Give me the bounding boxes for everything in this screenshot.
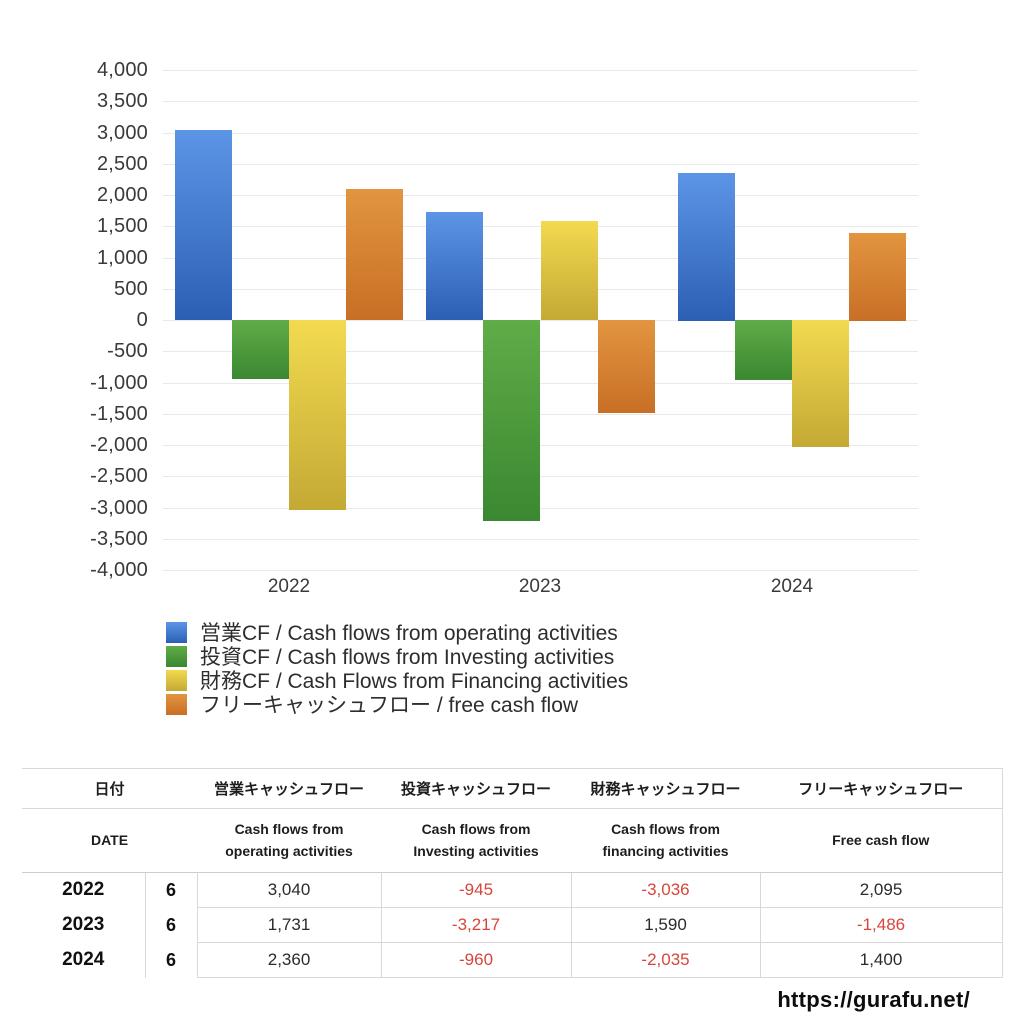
y-axis-tick: 500 xyxy=(114,278,148,300)
gridline xyxy=(163,133,918,134)
cashflow-table: 日付 営業キャッシュフロー 投資キャッシュフロー 財務キャッシュフロー フリーキ… xyxy=(22,768,1003,978)
bar-series2-2022 xyxy=(289,320,346,510)
table-row: 2023 6 1,731 -3,217 1,590 -1,486 xyxy=(22,907,1003,943)
bar-series0-2022 xyxy=(175,130,232,320)
gridline xyxy=(163,164,918,165)
y-axis-tick: 1,500 xyxy=(96,215,148,237)
cell-year: 2022 xyxy=(22,872,146,908)
gridline xyxy=(163,258,918,259)
gridline xyxy=(163,570,918,571)
bar-series1-2024 xyxy=(735,320,792,380)
gridline xyxy=(163,101,918,102)
legend-item-investing: 投資CF / Cash flows from Investing activit… xyxy=(166,644,628,669)
bar-series1-2023 xyxy=(483,320,540,521)
gridline xyxy=(163,539,918,540)
y-axis-tick: -1,000 xyxy=(90,372,148,394)
legend-swatch-free-icon xyxy=(166,693,187,715)
header-financing-jp: 財務キャッシュフロー xyxy=(571,768,761,809)
cell-month: 6 xyxy=(145,942,198,978)
cell-month: 6 xyxy=(145,872,198,908)
y-axis-tick: -1,500 xyxy=(90,403,148,425)
cell-free: -1,486 xyxy=(760,907,1003,943)
bar-series0-2023 xyxy=(426,212,483,320)
cell-operating: 2,360 xyxy=(197,942,382,978)
gridline xyxy=(163,195,918,196)
header-investing-jp: 投資キャッシュフロー xyxy=(381,768,572,809)
header-date-en: DATE xyxy=(22,808,198,873)
gridline xyxy=(163,226,918,227)
y-axis-tick: 3,500 xyxy=(96,90,148,112)
gridline xyxy=(163,508,918,509)
y-axis-tick: -3,500 xyxy=(90,528,148,550)
bar-series2-2024 xyxy=(792,320,849,447)
footer-url[interactable]: https://gurafu.net/ xyxy=(777,987,970,1012)
gridline xyxy=(163,414,918,415)
legend-item-financing: 財務CF / Cash Flows from Financing activit… xyxy=(166,668,629,693)
x-axis-label-2022: 2022 xyxy=(267,576,311,597)
gridline xyxy=(163,351,918,352)
y-axis-tick: -2,500 xyxy=(90,465,148,487)
cell-year: 2024 xyxy=(22,942,146,978)
legend-swatch-investing-icon xyxy=(166,645,187,667)
cell-free: 2,095 xyxy=(760,872,1003,908)
bar-series3-2023 xyxy=(598,320,655,413)
legend-swatch-operating-icon xyxy=(166,621,187,643)
header-free-en: Free cash flow xyxy=(760,808,1003,873)
table-row: 2022 6 3,040 -945 -3,036 2,095 xyxy=(22,872,1003,908)
y-axis-tick: -3,000 xyxy=(90,497,148,519)
cell-financing: -2,035 xyxy=(571,942,761,978)
y-axis-tick: -500 xyxy=(107,340,148,362)
table-row: 2024 6 2,360 -960 -2,035 1,400 xyxy=(22,942,1003,978)
y-axis-tick: 2,000 xyxy=(96,184,148,206)
legend-item-operating: 営業CF / Cash flows from operating activit… xyxy=(166,620,628,645)
cell-free: 1,400 xyxy=(760,942,1003,978)
gridline xyxy=(163,445,918,446)
bar-series0-2024 xyxy=(678,173,735,321)
chart-legend: 営業CF / Cash flows from operating activit… xyxy=(166,620,629,717)
legend-item-free: フリーキャッシュフロー / free cash flow xyxy=(166,692,628,717)
cell-investing: -960 xyxy=(381,942,572,978)
bar-series1-2022 xyxy=(232,320,289,379)
cell-month: 6 xyxy=(145,907,198,943)
bar-series2-2023 xyxy=(541,221,598,320)
header-operating-en: Cash flows from operating activities xyxy=(197,808,382,873)
cell-financing: -3,036 xyxy=(571,872,761,908)
y-axis-tick: 4,000 xyxy=(96,59,148,81)
header-financing-en: Cash flows from financing activities xyxy=(571,808,761,873)
gridline xyxy=(163,70,918,71)
y-axis-tick: 3,000 xyxy=(96,122,148,144)
bar-series3-2024 xyxy=(849,233,906,321)
legend-label-investing: 投資CF / Cash flows from Investing activit… xyxy=(200,646,615,669)
cell-investing: -3,217 xyxy=(381,907,572,943)
table-header-jp: 日付 営業キャッシュフロー 投資キャッシュフロー 財務キャッシュフロー フリーキ… xyxy=(22,768,1003,809)
y-axis-tick: 2,500 xyxy=(96,153,148,175)
legend-label-operating: 営業CF / Cash flows from operating activit… xyxy=(200,622,618,645)
header-operating-jp: 営業キャッシュフロー xyxy=(197,768,382,809)
cell-operating: 1,731 xyxy=(197,907,382,943)
header-investing-en: Cash flows from Investing activities xyxy=(381,808,572,873)
y-axis-tick: 0 xyxy=(136,309,148,331)
cell-financing: 1,590 xyxy=(571,907,761,943)
legend-label-free: フリーキャッシュフロー / free cash flow xyxy=(200,694,579,717)
cell-operating: 3,040 xyxy=(197,872,382,908)
cashflow-bar-chart: 4,000 3,500 3,000 2,500 2,000 1,500 1,000 500 0 -… xyxy=(90,59,918,717)
bar-series3-2022 xyxy=(346,189,403,320)
gridline xyxy=(163,320,918,321)
x-axis-label-2024: 2024 xyxy=(770,576,814,597)
x-axis-label-2023: 2023 xyxy=(518,576,562,597)
cell-investing: -945 xyxy=(381,872,572,908)
y-axis-tick: 1,000 xyxy=(96,247,148,269)
header-free-jp: フリーキャッシュフロー xyxy=(760,768,1003,809)
gridline xyxy=(163,289,918,290)
header-date-jp: 日付 xyxy=(22,768,198,809)
gridline xyxy=(163,383,918,384)
y-axis-tick: -4,000 xyxy=(90,559,148,581)
cell-year: 2023 xyxy=(22,907,146,943)
legend-swatch-financing-icon xyxy=(166,669,187,691)
y-axis-tick: -2,000 xyxy=(90,434,148,456)
legend-label-financing: 財務CF / Cash Flows from Financing activit… xyxy=(200,670,629,693)
table-header-en: DATE Cash flows from operating activitie… xyxy=(22,808,1003,873)
gridline xyxy=(163,476,918,477)
